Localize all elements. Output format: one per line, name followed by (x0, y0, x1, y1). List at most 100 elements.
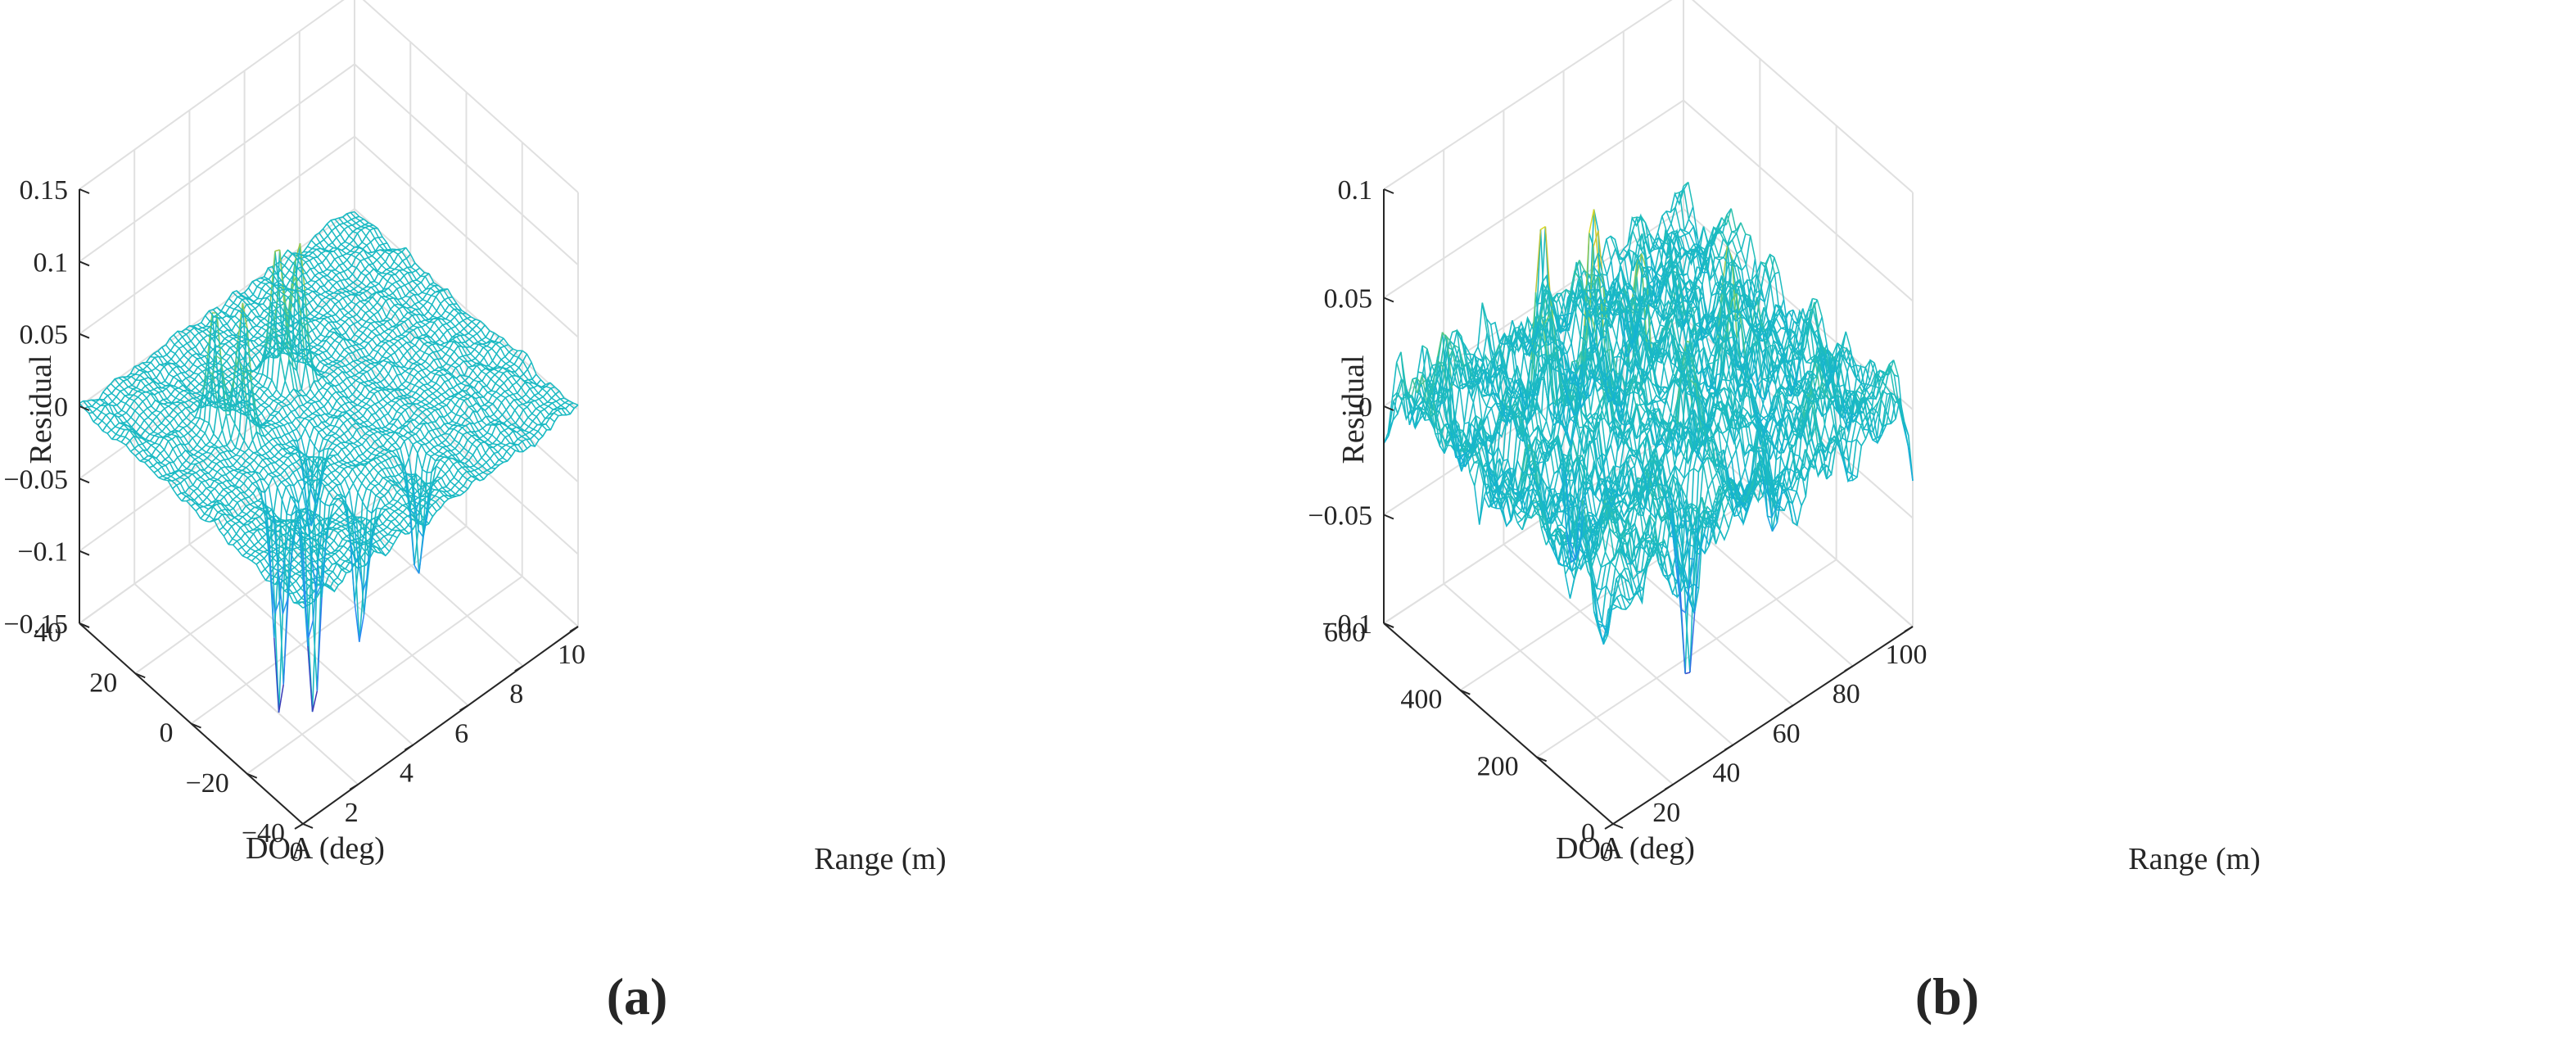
surface-segment (380, 455, 386, 461)
surface-segment (296, 428, 302, 438)
surface-segment (1623, 509, 1629, 518)
surface-segment (353, 323, 359, 331)
surface-segment (443, 417, 450, 424)
surface-segment (365, 439, 372, 448)
surface-segment (499, 378, 505, 384)
surface-segment (250, 548, 255, 552)
surface-segment (291, 583, 298, 592)
surface-segment (257, 337, 264, 343)
z-tick-label: 0.05 (20, 320, 69, 351)
surface-segment (386, 402, 393, 408)
surface-segment (510, 416, 517, 424)
surface-segment (1570, 494, 1577, 541)
surface-segment (1570, 374, 1577, 401)
surface-segment (386, 351, 391, 356)
surface-segment (307, 333, 314, 342)
surface-segment (1517, 496, 1524, 501)
surface-segment (332, 527, 337, 530)
surface-segment (283, 342, 290, 349)
surface-segment (313, 545, 319, 550)
surface-segment (1579, 543, 1586, 562)
surface-segment (474, 358, 481, 364)
surface-segment (175, 363, 182, 369)
surface-segment (152, 465, 159, 471)
surface-segment (261, 335, 268, 339)
surface-segment (1603, 396, 1610, 426)
surface-segment (1495, 419, 1502, 428)
surface-segment (486, 341, 491, 344)
surface-segment (391, 249, 397, 252)
surface-segment (393, 297, 400, 305)
surface-segment (1418, 401, 1425, 406)
surface-segment (320, 293, 327, 298)
surface-segment (147, 455, 153, 458)
surface-segment (106, 387, 112, 394)
surface-segment (96, 408, 102, 413)
surface-segment (400, 496, 407, 505)
surface-segment (271, 546, 277, 550)
surface-segment (444, 341, 450, 344)
surface-segment (336, 438, 341, 443)
surface-segment (1702, 506, 1708, 518)
surface-segment (1602, 511, 1608, 523)
surface-segment (430, 337, 436, 343)
surface-segment (219, 494, 225, 498)
surface-segment (243, 402, 249, 405)
surface-segment (456, 336, 463, 343)
chart-a-panel-label: (a) (607, 967, 668, 1025)
surface-segment (1395, 362, 1403, 379)
surface-segment (138, 396, 143, 402)
surface-segment (280, 269, 286, 277)
surface-segment (188, 359, 194, 365)
surface-segment (382, 360, 388, 363)
surface-segment (486, 469, 492, 473)
surface-segment (1561, 555, 1569, 567)
surface-segment (364, 426, 370, 432)
surface-segment (388, 253, 395, 263)
surface-segment (1589, 487, 1596, 496)
surface-segment (463, 457, 470, 461)
surface-segment (469, 384, 475, 389)
surface-segment (431, 465, 437, 473)
surface-segment (168, 373, 174, 378)
surface-segment (228, 466, 234, 471)
surface-segment (466, 470, 472, 477)
surface-segment (235, 324, 241, 330)
surface-segment (320, 373, 327, 378)
surface-segment (1624, 568, 1630, 583)
surface-segment (1530, 513, 1537, 519)
surface-segment (386, 439, 393, 446)
surface-segment (457, 390, 463, 394)
surface-segment (1640, 429, 1647, 434)
surface-segment (162, 399, 169, 404)
surface-segment (1469, 436, 1476, 451)
surface-segment (244, 334, 251, 342)
surface-segment (1684, 577, 1692, 613)
surface-segment (199, 506, 206, 515)
surface-segment (310, 403, 317, 412)
surface-segment (362, 369, 368, 373)
surface-segment (247, 404, 254, 411)
surface-segment (295, 573, 301, 577)
surface-segment (347, 269, 354, 275)
surface-segment (486, 385, 492, 391)
surface-segment (329, 544, 336, 552)
surface-segment (219, 405, 225, 410)
surface-segment (492, 443, 498, 446)
surface-segment (301, 437, 307, 458)
surface-segment (1624, 512, 1630, 523)
surface-segment (201, 327, 207, 331)
surface-segment (1575, 539, 1581, 545)
surface-segment (1493, 477, 1500, 487)
surface-segment (210, 446, 215, 449)
surface-segment (133, 400, 140, 407)
surface-segment (1607, 488, 1614, 505)
surface-segment (1464, 450, 1471, 455)
surface-segment (477, 412, 483, 422)
surface-segment (314, 355, 321, 362)
surface-segment (360, 437, 367, 441)
surface-segment (472, 454, 478, 463)
surface-segment (115, 433, 121, 437)
surface-segment (1633, 499, 1639, 508)
surface-segment (215, 499, 221, 502)
